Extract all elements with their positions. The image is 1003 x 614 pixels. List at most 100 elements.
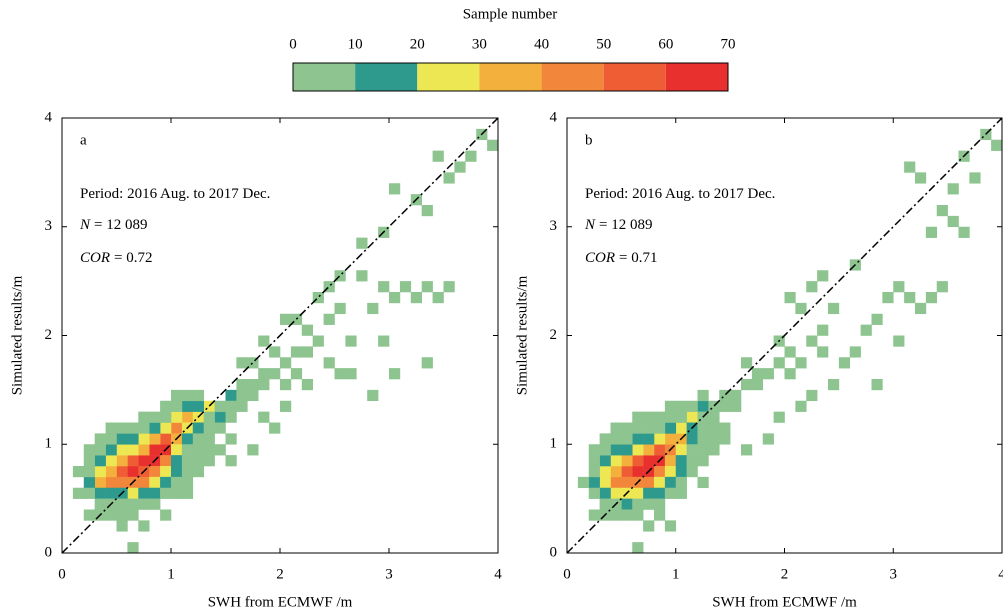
heatmap-cell: [181, 455, 194, 467]
heatmap-cell: [378, 281, 390, 293]
heatmap-cell: [236, 357, 248, 369]
heatmap-cell: [171, 411, 183, 423]
heatmap-cell: [443, 172, 455, 184]
heatmap-cell: [947, 215, 959, 228]
x-tick-label: 4: [998, 566, 1003, 582]
heatmap-cell: [654, 422, 666, 434]
heatmap-cell: [192, 466, 204, 478]
heatmap-cell: [610, 422, 622, 434]
x-tick-label: 2: [781, 566, 789, 582]
heatmap-cell: [465, 150, 477, 162]
colorbar-bin: [479, 63, 542, 91]
heatmap-cell: [127, 444, 139, 456]
colorbar-tick-label: 40: [534, 36, 549, 52]
heatmap-cell: [269, 346, 281, 358]
y-axis-label: Simulated results/m: [9, 275, 25, 395]
heatmap-cell: [817, 324, 829, 336]
heatmap-cell: [181, 400, 194, 412]
heatmap-cell: [258, 368, 270, 380]
heatmap-cell: [280, 379, 292, 391]
heatmap-cell: [686, 455, 698, 467]
heatmap-cell: [828, 379, 840, 391]
y-tick-label: 1: [550, 436, 558, 452]
heatmap-cell: [138, 455, 150, 467]
panel-label: b: [585, 132, 593, 148]
heatmap-cell: [171, 444, 183, 456]
x-tick-label: 1: [672, 566, 680, 582]
heatmap-cell: [806, 281, 818, 293]
heatmap-cell: [280, 313, 292, 325]
heatmap-cell: [741, 379, 753, 391]
heatmap-cell: [181, 487, 194, 499]
colorbar-tick-label: 50: [596, 36, 611, 52]
heatmap-cell: [72, 487, 85, 499]
heatmap-cell: [138, 444, 150, 456]
heatmap-cell: [94, 498, 106, 510]
heatmap-cell: [751, 368, 764, 380]
heatmap-cell: [94, 444, 106, 456]
heatmap-cell: [301, 324, 313, 336]
heatmap-cell: [708, 400, 720, 412]
heatmap-cell: [116, 466, 128, 478]
heatmap-cell: [577, 476, 590, 489]
annotation-text: = 12 089: [94, 217, 147, 233]
heatmap-cell: [849, 346, 861, 358]
heatmap-cell: [225, 433, 237, 445]
reference-line: [566, 117, 1003, 554]
heatmap-cell: [654, 509, 666, 521]
heatmap-cell: [356, 237, 368, 249]
heatmap-cell: [654, 444, 666, 456]
colorbar-tick-label: 60: [658, 36, 673, 52]
heatmap-cell: [487, 139, 499, 151]
heatmap-cell: [247, 357, 259, 369]
heatmap-cell: [708, 411, 720, 423]
heatmap-cell: [367, 389, 379, 402]
heatmap-cell: [795, 302, 807, 315]
heatmap-cell: [421, 281, 433, 293]
heatmap-cell: [632, 487, 644, 499]
heatmap-cell: [610, 509, 622, 521]
heatmap-cell: [83, 444, 95, 456]
heatmap-cell: [269, 422, 281, 434]
y-tick-label: 1: [45, 436, 53, 452]
heatmap-cell: [138, 498, 150, 510]
heatmap-cell: [323, 281, 335, 293]
x-tick-label: 0: [58, 566, 66, 582]
heatmap-cell: [72, 466, 85, 478]
heatmap-cell: [127, 422, 139, 434]
heatmap-cell: [203, 400, 215, 412]
heatmap-cell: [664, 422, 677, 434]
x-axis-label: SWH from ECMWF /m: [712, 594, 857, 610]
heatmap-cell: [171, 476, 183, 489]
heatmap-cell: [127, 433, 139, 445]
annotation: Period: 2016 Aug. to 2017 Dec.: [80, 186, 270, 202]
heatmap-cell: [225, 411, 237, 423]
annotation: Period: 2016 Aug. to 2017 Dec.: [585, 186, 775, 202]
heatmap-cell: [421, 205, 433, 217]
heatmap-cell: [225, 389, 237, 402]
heatmap-cell: [345, 368, 357, 380]
heatmap-cell: [247, 389, 259, 402]
heatmap-cell: [675, 466, 687, 478]
x-tick-label: 1: [167, 566, 175, 582]
heatmap-cell: [94, 433, 106, 445]
heatmap-cell: [588, 455, 600, 467]
y-axis-label: Simulated results/m: [514, 275, 530, 395]
heatmap-cell: [116, 455, 128, 467]
annotation-symbol: COR: [80, 250, 110, 266]
heatmap-cell: [149, 433, 161, 445]
heatmap-cell: [149, 444, 161, 456]
heatmap-cell: [160, 509, 172, 521]
y-tick-label: 0: [550, 544, 558, 560]
heatmap-cell: [192, 444, 204, 456]
heatmap-cell: [399, 281, 412, 293]
heatmap-cell: [610, 476, 622, 489]
heatmap-cell: [806, 335, 818, 347]
heatmap-cell: [214, 411, 226, 423]
annotation-text: Period: 2016 Aug. to 2017 Dec.: [80, 186, 270, 202]
heatmap-cell: [116, 509, 128, 521]
colorbar-bin: [293, 63, 356, 91]
heatmap-cell: [105, 455, 117, 467]
heatmap-cell: [192, 400, 204, 412]
